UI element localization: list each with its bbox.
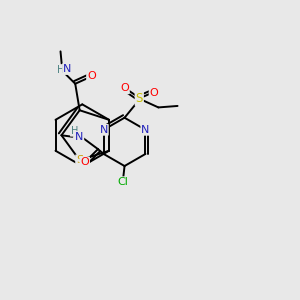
Text: N: N	[63, 64, 71, 74]
Text: S: S	[136, 92, 143, 105]
Text: O: O	[87, 71, 96, 81]
Text: N: N	[75, 132, 83, 142]
Text: O: O	[80, 158, 89, 167]
Text: S: S	[76, 155, 83, 165]
Text: H: H	[71, 126, 78, 136]
Text: O: O	[150, 88, 158, 98]
Text: N: N	[99, 125, 108, 135]
Text: N: N	[141, 125, 150, 135]
Text: Cl: Cl	[118, 177, 128, 187]
Text: O: O	[120, 83, 129, 93]
Text: H: H	[57, 65, 64, 75]
